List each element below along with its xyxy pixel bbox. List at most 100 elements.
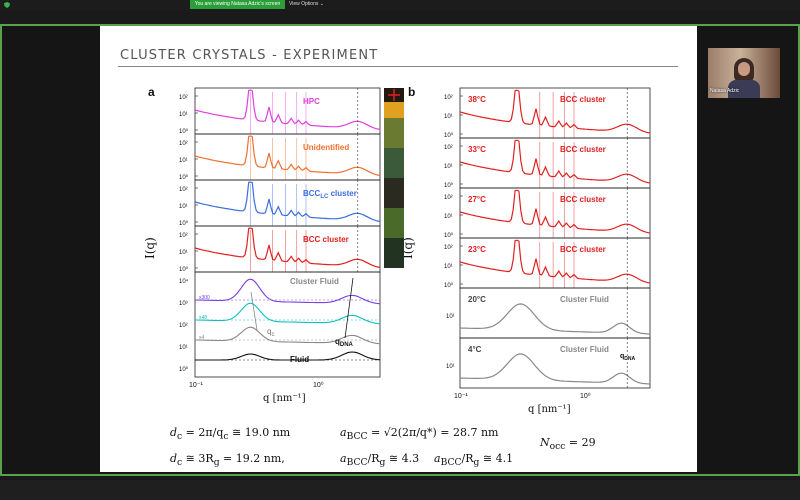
- qdna-label-a-sub: DNA: [340, 342, 354, 348]
- panel-b-row-2-ytick-0: 10²: [444, 195, 453, 201]
- panel-b-row-1-curve: [459, 139, 651, 184]
- panel-b-row-5-ytick: 10¹: [446, 364, 455, 370]
- panel-a-row-3-ytick-1: 10¹: [179, 250, 188, 256]
- micrograph-1: [384, 118, 404, 148]
- panel-b-row-1-frame: [459, 137, 651, 189]
- panel-b-row-4-curve: [459, 303, 651, 335]
- panel-a-row-1-ytick-0: 10²: [179, 141, 188, 147]
- scale-label-1: x48: [199, 315, 207, 321]
- viewing-screen-badge: You are viewing Natasa Adzic's screen: [190, 0, 285, 9]
- panel-a-xlabel: q [nm⁻¹]: [263, 393, 306, 404]
- panel-b-row-2-temp: 27°C: [468, 195, 486, 204]
- panel-b-row-4-temp: 20°C: [468, 295, 486, 304]
- equation-abcc: aBCC = √2(2π/q*) = 28.7 nm: [340, 426, 499, 443]
- panel-a-row-2-label: BCCLC cluster: [303, 189, 357, 200]
- panel-b-xtick-1: 10⁰: [580, 392, 591, 400]
- saxs-figure: a b I(q) I(q) 10² 10¹ 10⁰ HPC 10² 10¹ 10⁰ Unidentif…: [143, 85, 651, 415]
- panel-a-row-3-curve: [194, 227, 381, 268]
- panel-b-row-5-label: Cluster Fluid: [560, 345, 609, 354]
- micrograph-2: [384, 148, 404, 178]
- panel-a-row-0-ytick-0: 10²: [179, 95, 188, 101]
- top-bar: You are viewing Natasa Adzic's screen Vi…: [0, 0, 800, 10]
- panel-a-row-2-ytick-2: 10⁰: [179, 220, 189, 227]
- qdna-label-b: qDNA: [620, 353, 636, 362]
- panel-b-row-0-ytick-1: 10¹: [444, 114, 453, 120]
- panel-a-bottom-ytick-2: 10²: [179, 323, 188, 329]
- panel-a-xtick-1: 10⁰: [313, 381, 324, 389]
- panel-a-row-3-label: BCC cluster: [303, 235, 349, 244]
- panel-a-bottom-curve-2: [195, 326, 381, 345]
- panel-b-row-3-temp: 23°C: [468, 245, 486, 254]
- participant-face: [738, 62, 750, 76]
- slide-title: CLUSTER CRYSTALS - EXPERIMENT: [120, 48, 379, 63]
- panel-b-row-3-ytick-0: 10²: [444, 245, 453, 251]
- panel-a-bottom-frame: [194, 271, 381, 378]
- panel-b-row-1-ytick-1: 10¹: [444, 164, 453, 170]
- qdna-label-a: qDNA: [335, 337, 354, 348]
- panel-a-row-0-label: HPC: [303, 97, 320, 106]
- participant-video[interactable]: Natasa Adzic: [708, 48, 780, 98]
- equation-ratio-1: aBCC/Rg ≅ 4.3: [340, 452, 420, 469]
- panel-a-row-0-ytick-2: 10⁰: [179, 128, 189, 135]
- panel-a-row-3-ytick-2: 10⁰: [179, 266, 189, 273]
- panel-a-bottom-ytick-3: 10¹: [179, 345, 188, 351]
- panel-a-row-2-ytick-0: 10²: [179, 187, 188, 193]
- panel-a-row-1-curve: [194, 135, 381, 176]
- panel-a-row-2-label-suffix: cluster: [328, 189, 356, 198]
- qc-label-sub: c: [271, 332, 274, 338]
- panel-b-row-5-curve: [459, 353, 651, 385]
- participant-name: Natasa Adzic: [710, 88, 740, 94]
- panel-b-row-3-label: BCC cluster: [560, 245, 606, 254]
- qc-label: qc: [267, 327, 274, 338]
- panel-b-row-0-curve: [459, 89, 651, 134]
- panel-b-row-2-ytick-2: 10⁰: [444, 232, 454, 239]
- participant-shirt: [728, 80, 760, 98]
- panel-b-label: b: [408, 85, 415, 99]
- presentation-slide: CLUSTER CRYSTALS - EXPERIMENT a b I(q) I(q)…: [100, 26, 697, 472]
- fluid-label: Fluid: [290, 355, 309, 364]
- bottom-toolbar: [0, 480, 800, 500]
- panel-b-row-4-label: Cluster Fluid: [560, 295, 609, 304]
- y-axis-label-b: I(q): [401, 237, 415, 259]
- panel-a-bottom-ytick-4: 10⁰: [179, 366, 189, 373]
- scale-label-2: x4: [199, 335, 205, 341]
- panel-a-bottom-ytick-1: 10³: [179, 301, 188, 307]
- panel-a-row-2-curve: [194, 181, 381, 222]
- panel-b-xlabel: q [nm⁻¹]: [528, 404, 571, 415]
- panel-b-row-1-label: BCC cluster: [560, 145, 606, 154]
- panel-b-row-0-ytick-2: 10⁰: [444, 132, 454, 139]
- micrograph-3: [384, 178, 404, 208]
- panel-a-row-1-ytick-2: 10⁰: [179, 174, 189, 181]
- panel-b-row-1-temp: 33°C: [468, 145, 486, 154]
- shield-icon: [4, 2, 10, 8]
- panel-b-row-2-frame: [459, 187, 651, 239]
- panel-b-xtick-0: 10⁻¹: [454, 393, 468, 400]
- equation-ratio-2: aBCC/Rg ≅ 4.1: [434, 452, 514, 469]
- panel-a-label: a: [148, 85, 155, 99]
- panel-b-row-0-label: BCC cluster: [560, 95, 606, 104]
- panel-b-row-2-curve: [459, 189, 651, 234]
- panel-a-bottom-curve-1: [195, 302, 381, 325]
- panel-a-row-0-frame: [194, 87, 381, 135]
- y-axis-label-a: I(q): [143, 237, 157, 259]
- view-options-menu[interactable]: View Options ⌄: [289, 1, 324, 7]
- panel-a-row-0-curve: [194, 89, 381, 130]
- panel-a-row-1-ytick-1: 10¹: [179, 158, 188, 164]
- panel-a-row-3-ytick-0: 10²: [179, 233, 188, 239]
- panel-b-row-3-ytick-1: 10¹: [444, 264, 453, 270]
- panel-b-row-2-ytick-1: 10¹: [444, 214, 453, 220]
- micrograph-5: [384, 238, 404, 268]
- panel-b-row-0-frame: [459, 87, 651, 139]
- panel-b-row-2-label: BCC cluster: [560, 195, 606, 204]
- panel-a-bottom-ytick-0: 10⁴: [179, 278, 189, 285]
- panel-a-row-1-frame: [194, 133, 381, 181]
- panel-a-bottom-curve-3: [195, 351, 381, 361]
- qdna-arrow: [344, 277, 354, 339]
- panel-a-row-2-frame: [194, 179, 381, 227]
- panel-a-row-2-ytick-1: 10¹: [179, 204, 188, 210]
- panel-b-row-1-ytick-0: 10²: [444, 145, 453, 151]
- qdna-label-b-sub: DNA: [624, 356, 635, 362]
- scale-label-0: x300: [199, 295, 210, 301]
- panel-a-row-2-label-sub: LC: [320, 194, 329, 200]
- panel-b-row-0-temp: 38°C: [468, 95, 486, 104]
